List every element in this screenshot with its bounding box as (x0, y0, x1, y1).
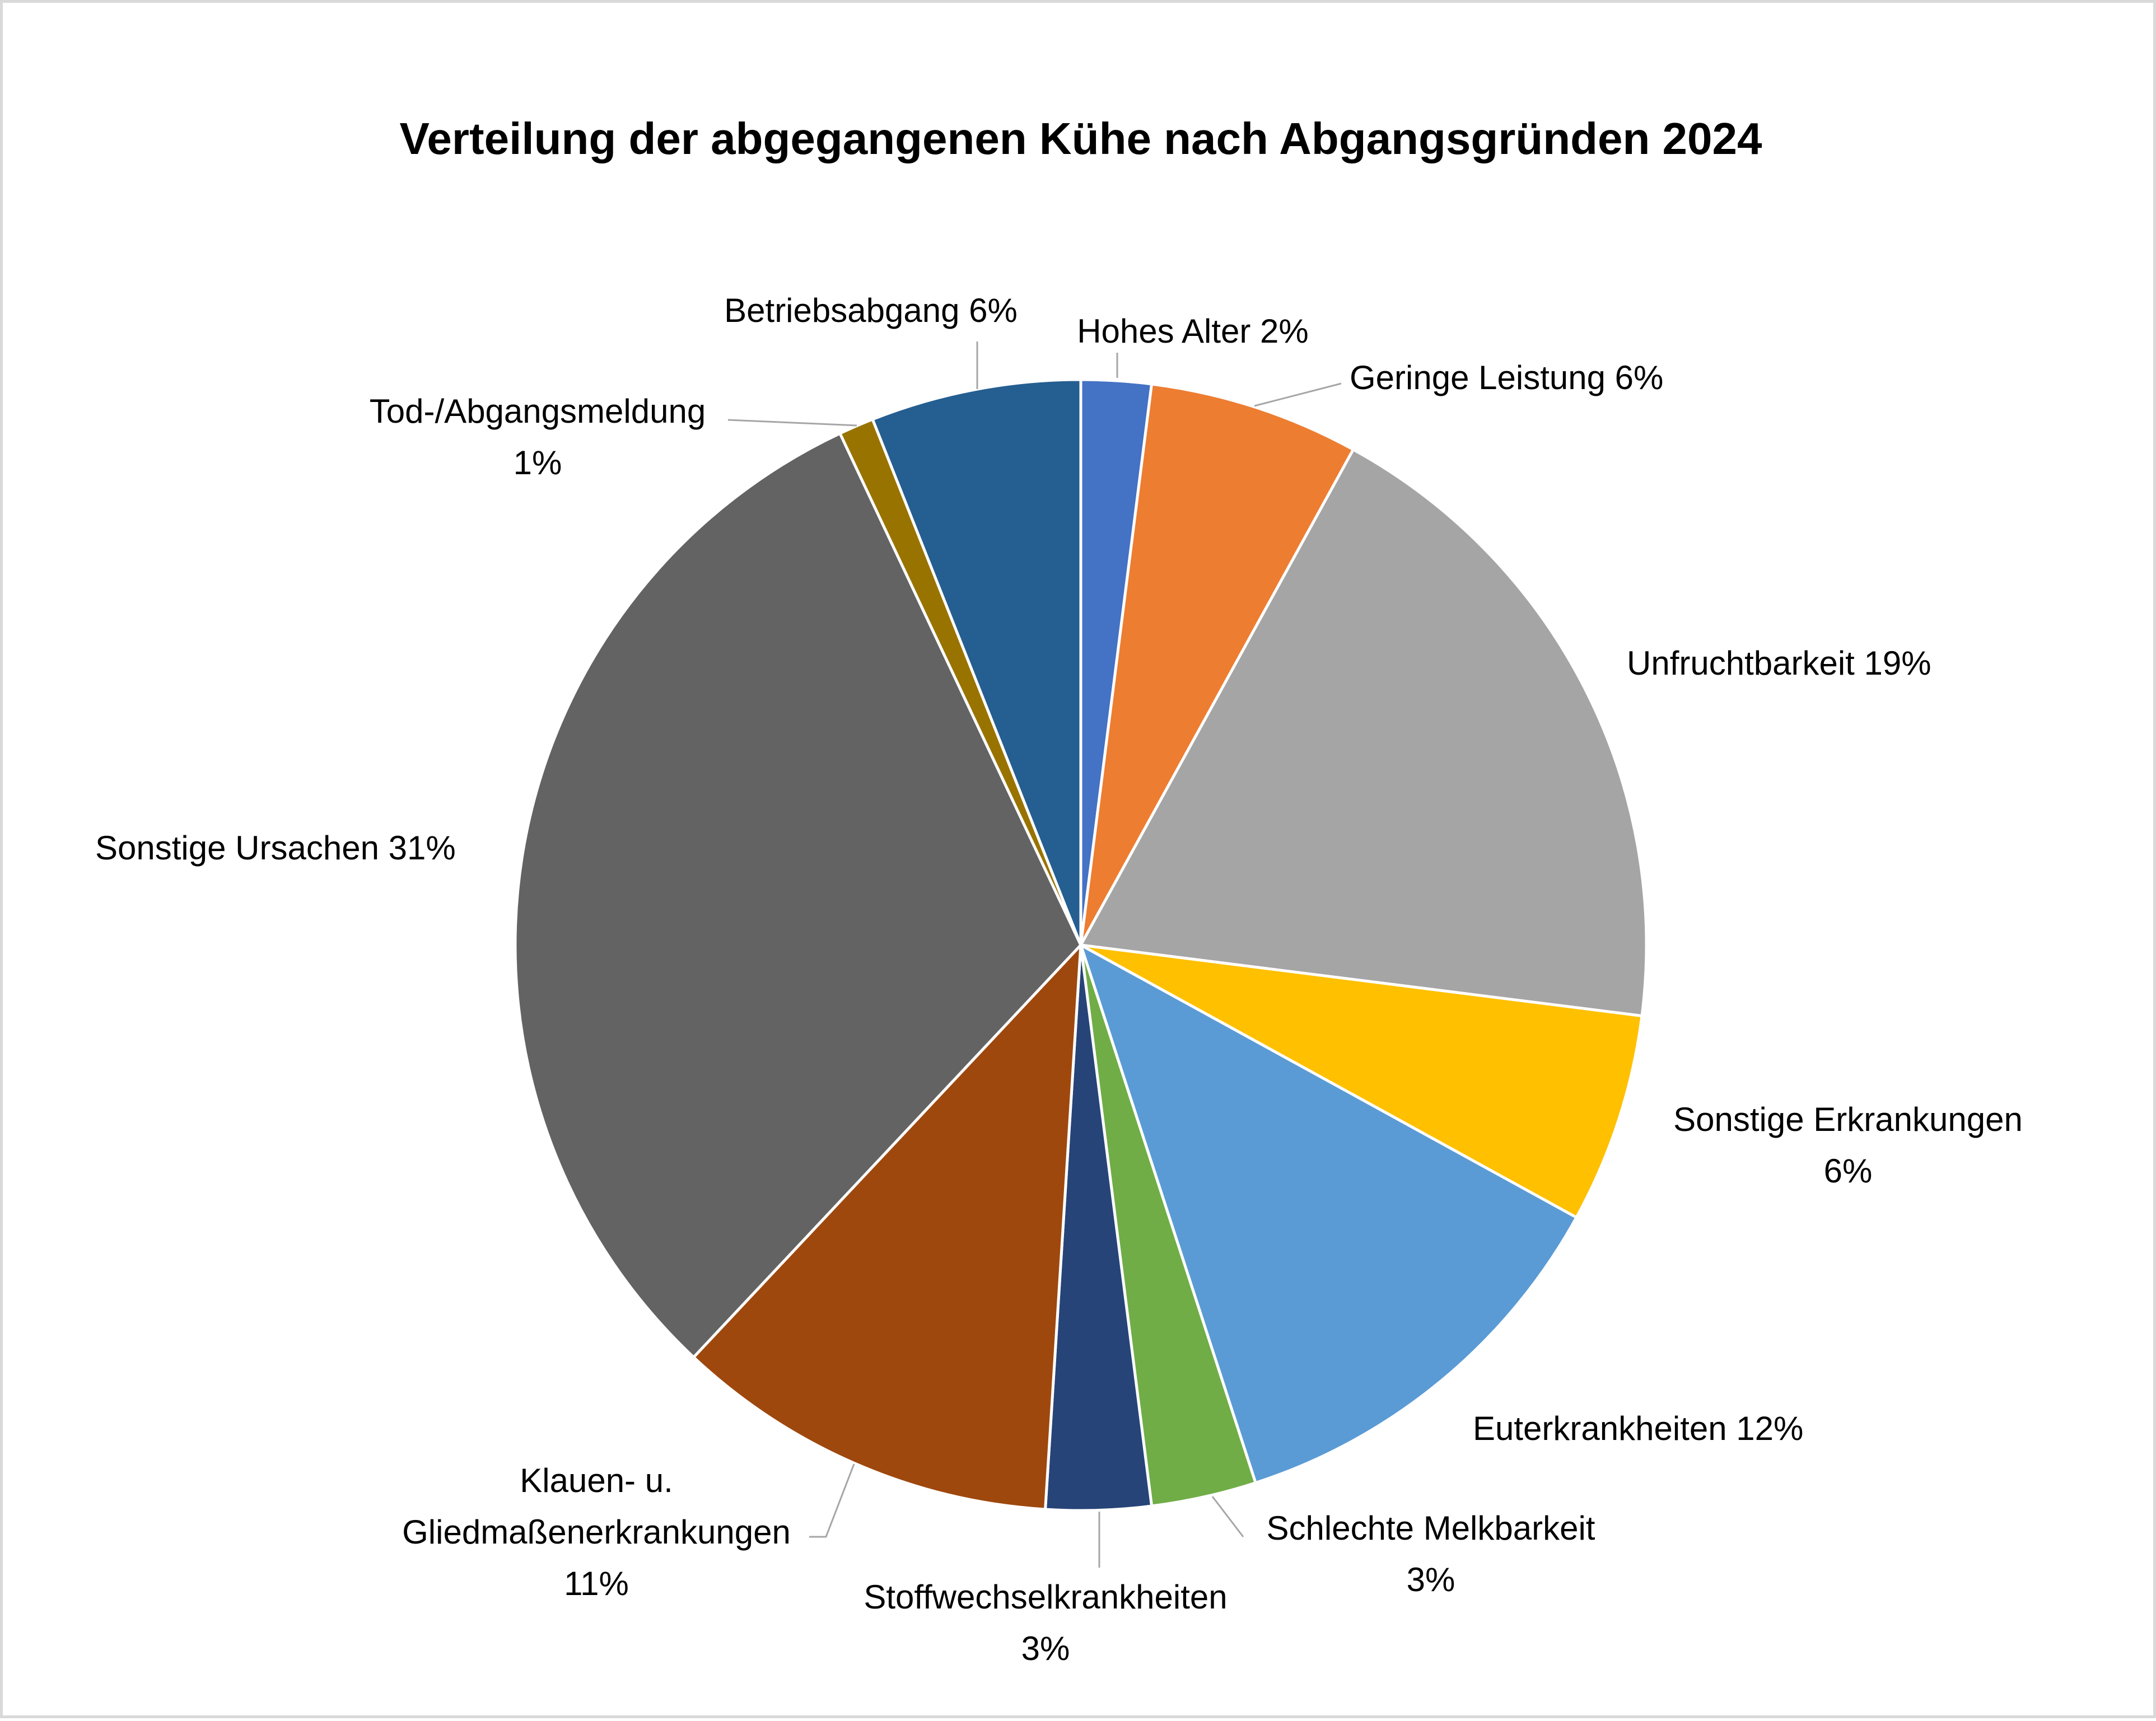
data-label-line: Betriebsabgang 6% (724, 292, 1018, 329)
data-label-unfruchtbarkeit: Unfruchtbarkeit 19% (1627, 644, 1931, 682)
data-label-line: 11% (564, 1565, 629, 1602)
data-label-line: Hohes Alter 2% (1077, 312, 1309, 350)
data-label-line: 6% (1824, 1152, 1873, 1190)
leader-line-geringe-leistung (1254, 382, 1342, 407)
data-label-line: 1% (514, 444, 562, 481)
data-label-line: 3% (1021, 1630, 1070, 1667)
data-label-schlechte-melkbarkeit: Schlechte Melkbarkeit 3% (1267, 1509, 1595, 1598)
data-label-klauen-u-gliedmassenerkrankungen: Klauen- u. Gliedmaßenerkrankungen 11% (402, 1462, 791, 1602)
data-label-geringe-leistung: Geringe Leistung 6% (1350, 359, 1663, 396)
chart-title: Verteilung der abgegangenen Kühe nach Ab… (399, 114, 1762, 163)
data-label-line: Klauen- u. (520, 1462, 673, 1499)
pie-slice-sonstige-ursachen (514, 431, 1082, 1359)
data-label-hohes-alter: Hohes Alter 2% (1077, 312, 1309, 350)
pie-chart: Verteilung der abgegangenen Kühe nach Ab… (95, 114, 2023, 1667)
data-label-sonstige-ursachen: Sonstige Ursachen 31% (95, 829, 456, 867)
data-label-line: Tod-/Abgangsmeldung (370, 392, 706, 430)
pie-slices (514, 378, 1648, 1512)
pie-slice-euterkrankheiten (1078, 942, 1579, 1485)
data-label-euterkrankheiten: Euterkrankheiten 12% (1473, 1410, 1803, 1447)
data-label-line: Geringe Leistung 6% (1350, 359, 1663, 396)
data-label-line: Schlechte Melkbarkeit (1267, 1509, 1595, 1547)
data-labels: Hohes Alter 2% Geringe Leistung 6% Unfruch… (95, 292, 2023, 1667)
pie-slice-betriebsabgang (870, 378, 1082, 946)
data-label-sonstige-erkrankungen: Sonstige Erkrankungen 6% (1673, 1101, 2023, 1190)
data-label-line: 3% (1407, 1561, 1455, 1598)
leader-line-klauen-u-gliedmassenerkrankungen (809, 1463, 855, 1538)
data-label-line: Sonstige Erkrankungen (1673, 1101, 2023, 1138)
data-label-line: Stoffwechselkrankheiten (864, 1578, 1227, 1616)
data-label-tod-abgangsmeldung: Tod-/Abgangsmeldung 1% (370, 392, 706, 481)
pie-slice-geringe-leistung (1079, 382, 1355, 946)
data-label-line: Sonstige Ursachen 31% (95, 829, 456, 867)
data-label-betriebsabgang: Betriebsabgang 6% (724, 292, 1018, 329)
data-label-line: Euterkrankheiten 12% (1473, 1410, 1803, 1447)
leader-line-tod-abgangsmeldung (727, 419, 857, 427)
pie-slice-klauen-u-gliedmassenerkrankungen (692, 941, 1082, 1511)
leader-lines (727, 342, 1342, 1568)
data-label-line: Gliedmaßenerkrankungen (402, 1513, 791, 1551)
pie-slice-sonstige-erkrankungen (1080, 943, 1644, 1219)
data-label-stoffwechselkrankheiten: Stoffwechselkrankheiten 3% (864, 1578, 1227, 1667)
data-label-line: Unfruchtbarkeit 19% (1627, 644, 1931, 682)
pie-slice-unfruchtbarkeit (1079, 447, 1648, 1018)
leader-line-schlechte-melkbarkeit (1211, 1496, 1244, 1537)
